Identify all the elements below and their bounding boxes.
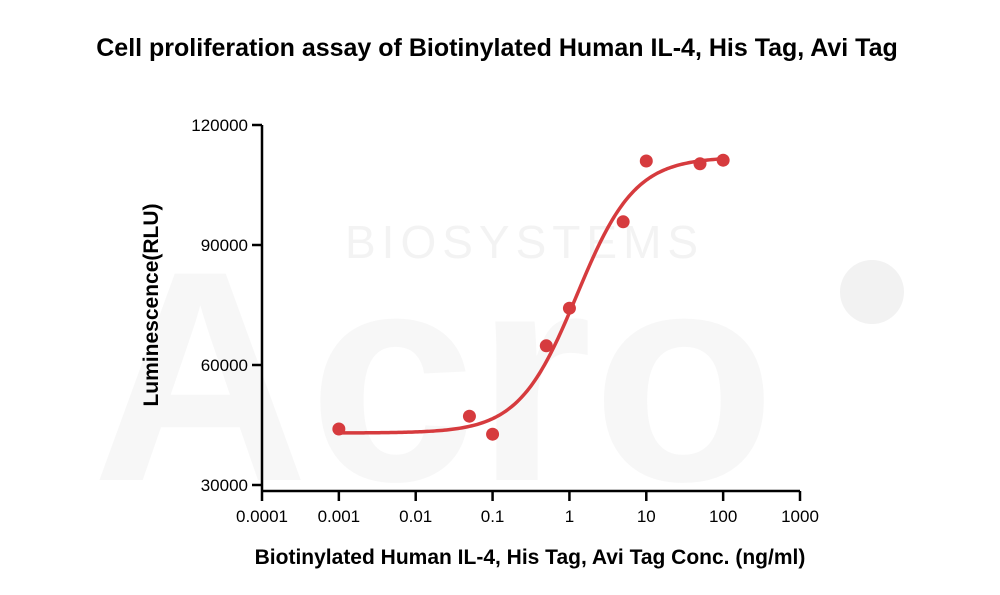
data-point: [616, 215, 630, 229]
watermark-logo: Acro: [92, 208, 776, 544]
data-points: [332, 153, 730, 441]
data-point: [539, 339, 553, 353]
axes: [260, 125, 800, 493]
data-point: [486, 427, 500, 441]
x-axis-label: Biotinylated Human IL-4, His Tag, Avi Ta…: [255, 546, 806, 569]
fit-curve: [338, 157, 724, 435]
fit-curves: [338, 157, 724, 435]
data-point: [562, 301, 576, 315]
x-tick-label: 1: [565, 507, 574, 526]
x-ticks: 0.0001 0.001 0.01 0.1 1 10 100 1000: [236, 491, 819, 526]
chart-title: Cell proliferation assay of Biotinylated…: [96, 34, 898, 62]
y-ticks: 30000 60000 90000 120000: [191, 116, 262, 495]
data-point: [462, 409, 476, 423]
watermark-subtext: BIOSYSTEMS: [345, 216, 704, 268]
y-tick-label: 30000: [201, 476, 248, 495]
watermark-dot: [840, 260, 904, 324]
data-point: [693, 157, 707, 171]
data-point: [639, 154, 653, 168]
data-point: [716, 153, 730, 167]
x-tick-label: 0.01: [399, 507, 432, 526]
watermark: Acro BIOSYSTEMS: [92, 208, 904, 544]
x-tick-label: 0.001: [318, 507, 361, 526]
y-tick-label: 60000: [201, 356, 248, 375]
y-tick-label: 90000: [201, 236, 248, 255]
x-tick-label: 100: [709, 507, 737, 526]
x-tick-label: 0.1: [481, 507, 505, 526]
x-tick-label: 10: [637, 507, 656, 526]
y-tick-label: 120000: [191, 116, 248, 135]
y-axis-label: Luminescence(RLU): [140, 203, 163, 406]
x-tick-label: 0.0001: [236, 507, 288, 526]
x-tick-label: 1000: [781, 507, 819, 526]
data-point: [332, 422, 346, 436]
